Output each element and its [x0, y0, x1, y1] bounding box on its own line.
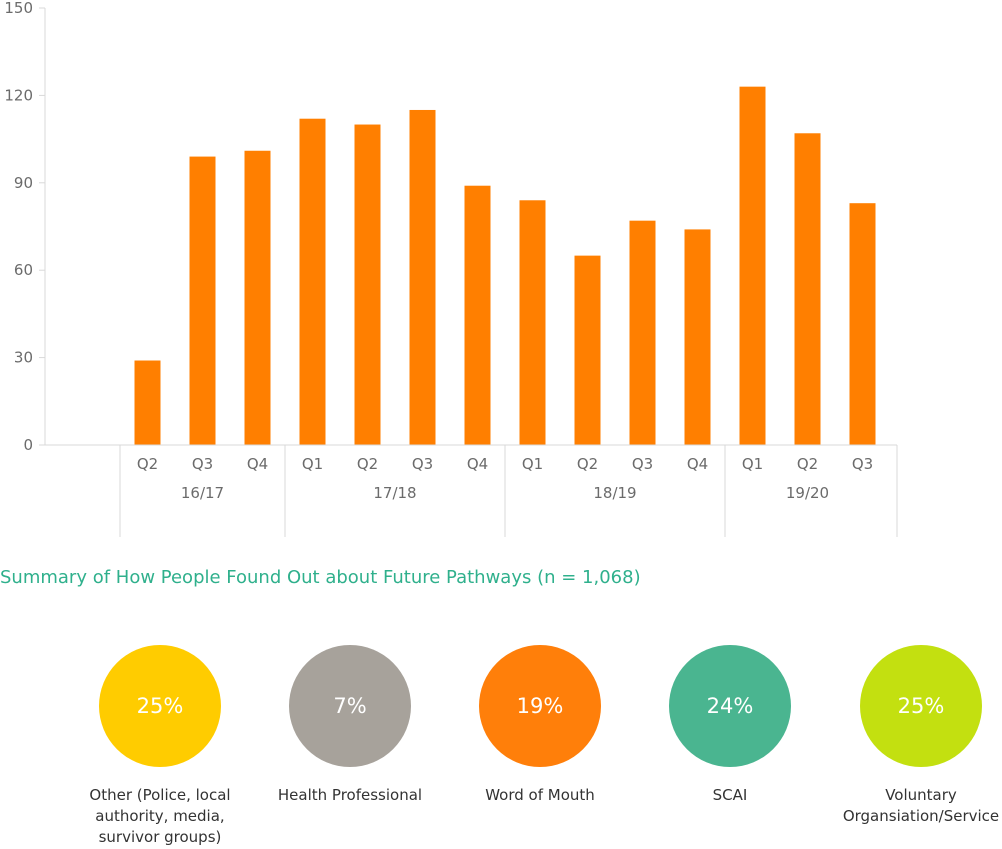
x-tick-label: Q1: [742, 455, 763, 473]
y-tick-label: 150: [4, 0, 33, 17]
x-group-label: 16/17: [181, 484, 224, 502]
x-tick-label: Q4: [247, 455, 268, 473]
y-axis: 0 30 60 90 120 150: [4, 0, 46, 454]
circle-voluntary-label: Voluntary Organsiation/Service: [842, 786, 1000, 825]
y-tick-label: 90: [14, 174, 33, 192]
y-tick-label: 30: [14, 349, 33, 367]
y-tick-label: 0: [23, 436, 33, 454]
bar: [739, 86, 766, 445]
circle-word-of-mouth-percent: 19%: [516, 694, 564, 718]
circle-other-label: Other (Police, local authority, media, s…: [89, 786, 231, 846]
circle-health-professional-label: Health Professional: [277, 786, 423, 804]
bar: [519, 200, 546, 445]
bar: [849, 203, 876, 445]
bar: [684, 229, 711, 445]
x-tick-label: Q4: [687, 455, 708, 473]
x-tick-label: Q3: [632, 455, 653, 473]
circle-word-of-mouth-label: Word of Mouth: [485, 786, 595, 804]
x-group-label: 18/19: [593, 484, 636, 502]
y-tick-label: 120: [4, 86, 33, 104]
bar: [189, 156, 216, 445]
bar: [354, 124, 381, 446]
x-group-label: 17/18: [373, 484, 416, 502]
x-group-label: 19/20: [786, 484, 829, 502]
circle-scai-label: SCAI: [712, 786, 748, 804]
x-tick-label: Q4: [467, 455, 488, 473]
circle-word-of-mouth: 19%: [479, 645, 601, 767]
bar: [244, 150, 271, 445]
bar: [409, 109, 436, 445]
circle-scai: 24%: [669, 645, 791, 767]
x-tick-label: Q1: [522, 455, 543, 473]
bar: [574, 255, 601, 445]
circle-voluntary-percent: 25%: [897, 694, 945, 718]
x-tick-label: Q3: [412, 455, 433, 473]
x-tick-label: Q2: [357, 455, 378, 473]
bar: [629, 220, 656, 445]
circle-health-professional-percent: 7%: [333, 694, 367, 718]
bar: [134, 360, 161, 445]
circle-scai-percent: 24%: [706, 694, 754, 718]
bars: [134, 86, 876, 446]
x-axis: Q2 Q3 Q4 Q1 Q2 Q3 Q4 Q1 Q2 Q3 Q4 Q1 Q2 Q3 16/17 17/18 18…: [45, 444, 898, 537]
bar: [464, 185, 491, 446]
circle-voluntary: 25%: [860, 645, 982, 767]
x-tick-label: Q3: [852, 455, 873, 473]
summary-title: Summary of How People Found Out about Fu…: [0, 567, 641, 588]
x-tick-label: Q2: [797, 455, 818, 473]
circle-other-percent: 25%: [136, 694, 184, 718]
x-tick-label: Q1: [302, 455, 323, 473]
circle-other: 25%: [99, 645, 221, 767]
x-tick-label: Q2: [137, 455, 158, 473]
y-tick-label: 60: [14, 261, 33, 279]
bar: [299, 118, 326, 445]
bar: [794, 133, 821, 446]
circle-health-professional: 7%: [289, 645, 411, 767]
x-tick-label: Q2: [577, 455, 598, 473]
x-tick-label: Q3: [192, 455, 213, 473]
